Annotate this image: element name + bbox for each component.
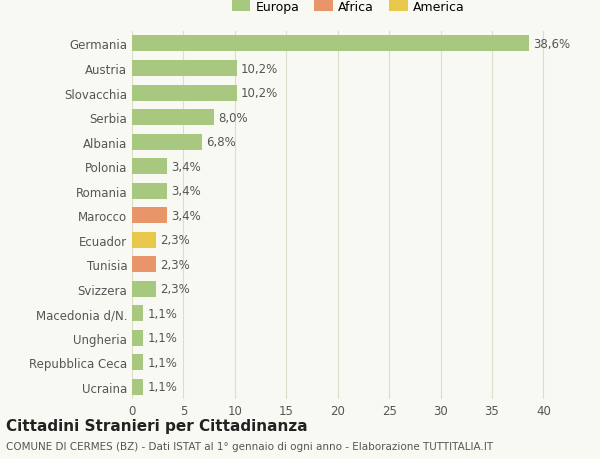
Text: 8,0%: 8,0% [218, 112, 248, 124]
Text: COMUNE DI CERMES (BZ) - Dati ISTAT al 1° gennaio di ogni anno - Elaborazione TUT: COMUNE DI CERMES (BZ) - Dati ISTAT al 1°… [6, 441, 493, 451]
Bar [132, 330, 143, 346]
Text: 6,8%: 6,8% [206, 136, 236, 149]
Bar [132, 183, 167, 199]
Text: Cittadini Stranieri per Cittadinanza: Cittadini Stranieri per Cittadinanza [6, 418, 308, 433]
Text: 2,3%: 2,3% [160, 258, 190, 271]
Text: 1,1%: 1,1% [148, 332, 178, 345]
Text: 10,2%: 10,2% [241, 87, 278, 100]
Bar [132, 257, 155, 273]
Bar [132, 208, 167, 224]
Legend: Europa, Africa, America: Europa, Africa, America [227, 0, 469, 18]
Bar [132, 110, 214, 126]
Bar [132, 379, 143, 395]
Bar [132, 134, 202, 150]
Text: 2,3%: 2,3% [160, 283, 190, 296]
Text: 38,6%: 38,6% [533, 38, 570, 51]
Text: 10,2%: 10,2% [241, 62, 278, 75]
Bar [132, 36, 529, 52]
Text: 3,4%: 3,4% [171, 209, 201, 222]
Bar [132, 61, 237, 77]
Bar [132, 281, 155, 297]
Text: 1,1%: 1,1% [148, 381, 178, 393]
Bar [132, 355, 143, 370]
Text: 3,4%: 3,4% [171, 185, 201, 198]
Bar [132, 159, 167, 175]
Bar [132, 232, 155, 248]
Text: 1,1%: 1,1% [148, 356, 178, 369]
Bar [132, 306, 143, 322]
Text: 2,3%: 2,3% [160, 234, 190, 246]
Text: 1,1%: 1,1% [148, 307, 178, 320]
Text: 3,4%: 3,4% [171, 160, 201, 173]
Bar [132, 85, 237, 101]
